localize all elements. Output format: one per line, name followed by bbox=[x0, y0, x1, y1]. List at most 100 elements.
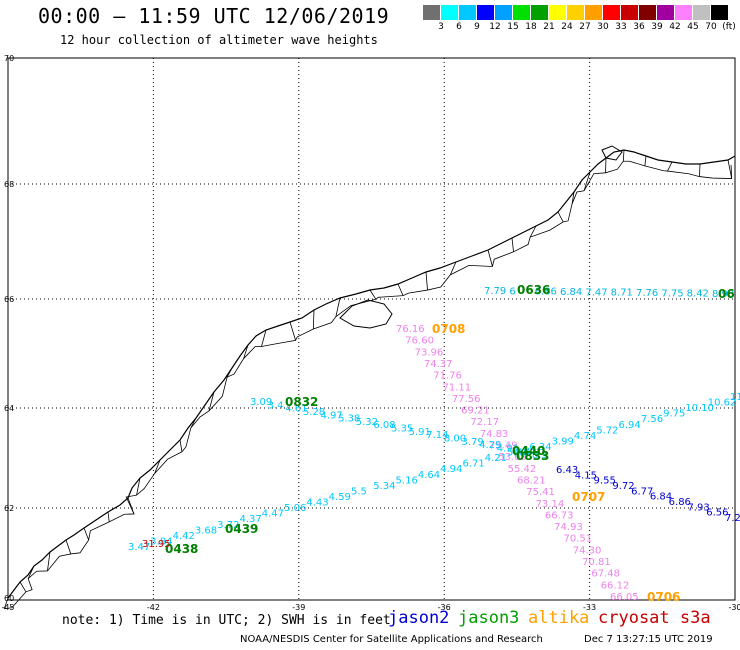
color-scale-cell bbox=[639, 5, 657, 20]
wave-height-value: 3.47 bbox=[128, 542, 150, 553]
wave-height-value: 6.84 bbox=[560, 287, 582, 298]
wave-height-value: 10.10 bbox=[685, 403, 714, 414]
wave-height-value: 10.62 bbox=[708, 398, 737, 409]
color-scale-label: 6 bbox=[456, 22, 462, 32]
color-scale-label: 70 bbox=[705, 22, 717, 32]
fjord-line bbox=[190, 417, 197, 429]
fjord-line bbox=[65, 539, 72, 555]
fjord-line bbox=[449, 261, 457, 275]
fjord-line bbox=[605, 157, 607, 173]
color-scale-cell bbox=[567, 5, 585, 20]
fjord-line bbox=[425, 271, 428, 291]
wave-height-value: 4.94 bbox=[440, 464, 462, 475]
color-scale-label: 42 bbox=[669, 22, 681, 32]
color-scale-cell bbox=[711, 5, 729, 20]
wave-height-value: 73.14 bbox=[536, 499, 565, 510]
lon-label: -45 bbox=[1, 603, 14, 612]
wave-height-value: 4.91 bbox=[497, 443, 519, 454]
wave-height-value: 3.68 bbox=[195, 525, 217, 536]
fjord-line bbox=[511, 237, 514, 252]
coastline-outer bbox=[7, 149, 736, 599]
wave-height-value: 7.79 bbox=[484, 286, 506, 297]
fjord-line bbox=[136, 477, 141, 496]
legend-altika: altika bbox=[528, 608, 590, 628]
color-scale-cell bbox=[495, 5, 513, 20]
wave-height-value: 5.06 bbox=[284, 503, 306, 514]
pass-time-label: 0439 bbox=[225, 522, 258, 536]
wave-height-value: 4.29 bbox=[479, 440, 501, 451]
color-scale-cell bbox=[621, 5, 639, 20]
wave-height-value: 71.11 bbox=[443, 382, 472, 393]
wave-height-value: 77.56 bbox=[452, 394, 481, 405]
lat-label: 60 bbox=[4, 594, 14, 603]
legend-cryosat: cryosat s3a bbox=[598, 608, 711, 628]
color-scale-label: 15 bbox=[507, 22, 519, 32]
island-outline bbox=[601, 145, 623, 161]
color-scale-label: (ft) bbox=[722, 22, 736, 32]
color-scale-label: 3 bbox=[438, 22, 444, 32]
lat-label: 70 bbox=[4, 54, 14, 63]
lat-label: 62 bbox=[4, 504, 14, 513]
wave-height-value: 7.75 bbox=[661, 288, 683, 299]
wave-height-value: 3.79 bbox=[462, 437, 484, 448]
fjord-line bbox=[27, 565, 35, 579]
wave-height-value: 74.37 bbox=[424, 359, 453, 370]
wave-height-value: 8.42 bbox=[687, 289, 709, 300]
color-scale-cell bbox=[549, 5, 567, 20]
wave-height-value: 4.61 bbox=[285, 404, 307, 415]
wave-height-value: 9.72 bbox=[612, 481, 634, 492]
credit-line: NOAA/NESDIS Center for Satellite Applica… bbox=[240, 634, 543, 645]
pass-time-label: 0636 bbox=[517, 283, 550, 297]
wave-height-value: 3.09 bbox=[250, 397, 272, 408]
color-scale-bar bbox=[423, 5, 729, 20]
color-scale-label: 30 bbox=[597, 22, 609, 32]
wave-height-value: 4.15 bbox=[575, 470, 597, 481]
color-scale-cell bbox=[513, 5, 531, 20]
wave-height-value: 8.00 bbox=[444, 433, 466, 444]
greenland-coastline bbox=[3, 145, 736, 610]
wave-height-value: 5.16 bbox=[396, 475, 418, 486]
wave-height-value: 6.08 bbox=[373, 420, 395, 431]
color-scale-label: 39 bbox=[651, 22, 663, 32]
color-scale-label: 24 bbox=[561, 22, 573, 32]
wave-height-value: 5.72 bbox=[596, 425, 618, 436]
color-scale-label: 9 bbox=[474, 22, 480, 32]
fjord-line bbox=[127, 497, 135, 515]
fjord-line bbox=[529, 225, 537, 238]
wave-height-value: 31.95 bbox=[142, 539, 171, 550]
wave-height-value: 69.21 bbox=[461, 406, 490, 417]
color-scale-label: 18 bbox=[525, 22, 537, 32]
wave-height-value: 6.86 bbox=[669, 497, 691, 508]
wave-height-value: 5.32 bbox=[356, 417, 378, 428]
wave-height-value: 76.60 bbox=[405, 336, 434, 347]
fjord-line bbox=[622, 149, 625, 162]
wave-height-value: 8.71 bbox=[611, 288, 633, 299]
fjord-line bbox=[3, 597, 9, 609]
color-scale-cell bbox=[585, 5, 603, 20]
lat-label: 68 bbox=[4, 180, 14, 189]
pass-time-label: 0832 bbox=[285, 395, 318, 409]
fjord-line bbox=[699, 163, 701, 177]
color-scale-cell bbox=[603, 5, 621, 20]
footer-note: note: 1) Time is in UTC; 2) SWH is in fe… bbox=[62, 613, 391, 628]
wave-height-value: 6.77 bbox=[631, 486, 653, 497]
wave-height-value: 4.43 bbox=[306, 498, 328, 509]
fjord-line bbox=[667, 161, 673, 172]
fjord-line bbox=[312, 309, 315, 329]
wave-height-value: 71.76 bbox=[433, 371, 462, 382]
wave-height-value: 5.91 bbox=[409, 427, 431, 438]
pass-time-label: 06 bbox=[718, 287, 735, 301]
lon-label: -36 bbox=[438, 603, 451, 612]
map-frame bbox=[7, 57, 736, 601]
color-scale-cell bbox=[441, 5, 459, 20]
wave-height-value: 76.16 bbox=[396, 324, 425, 335]
pass-time-label: 0706 bbox=[647, 590, 680, 604]
wave-height-value: 74.30 bbox=[573, 545, 602, 556]
coastline-inner bbox=[4, 160, 733, 610]
fjord-line bbox=[83, 527, 90, 541]
pass-time-label: 0438 bbox=[165, 542, 198, 556]
lat-label: 64 bbox=[4, 404, 14, 413]
wave-height-value: 6.56 bbox=[706, 508, 728, 519]
wave-height-value: 70.81 bbox=[582, 557, 611, 568]
color-scale-cell bbox=[693, 5, 711, 20]
